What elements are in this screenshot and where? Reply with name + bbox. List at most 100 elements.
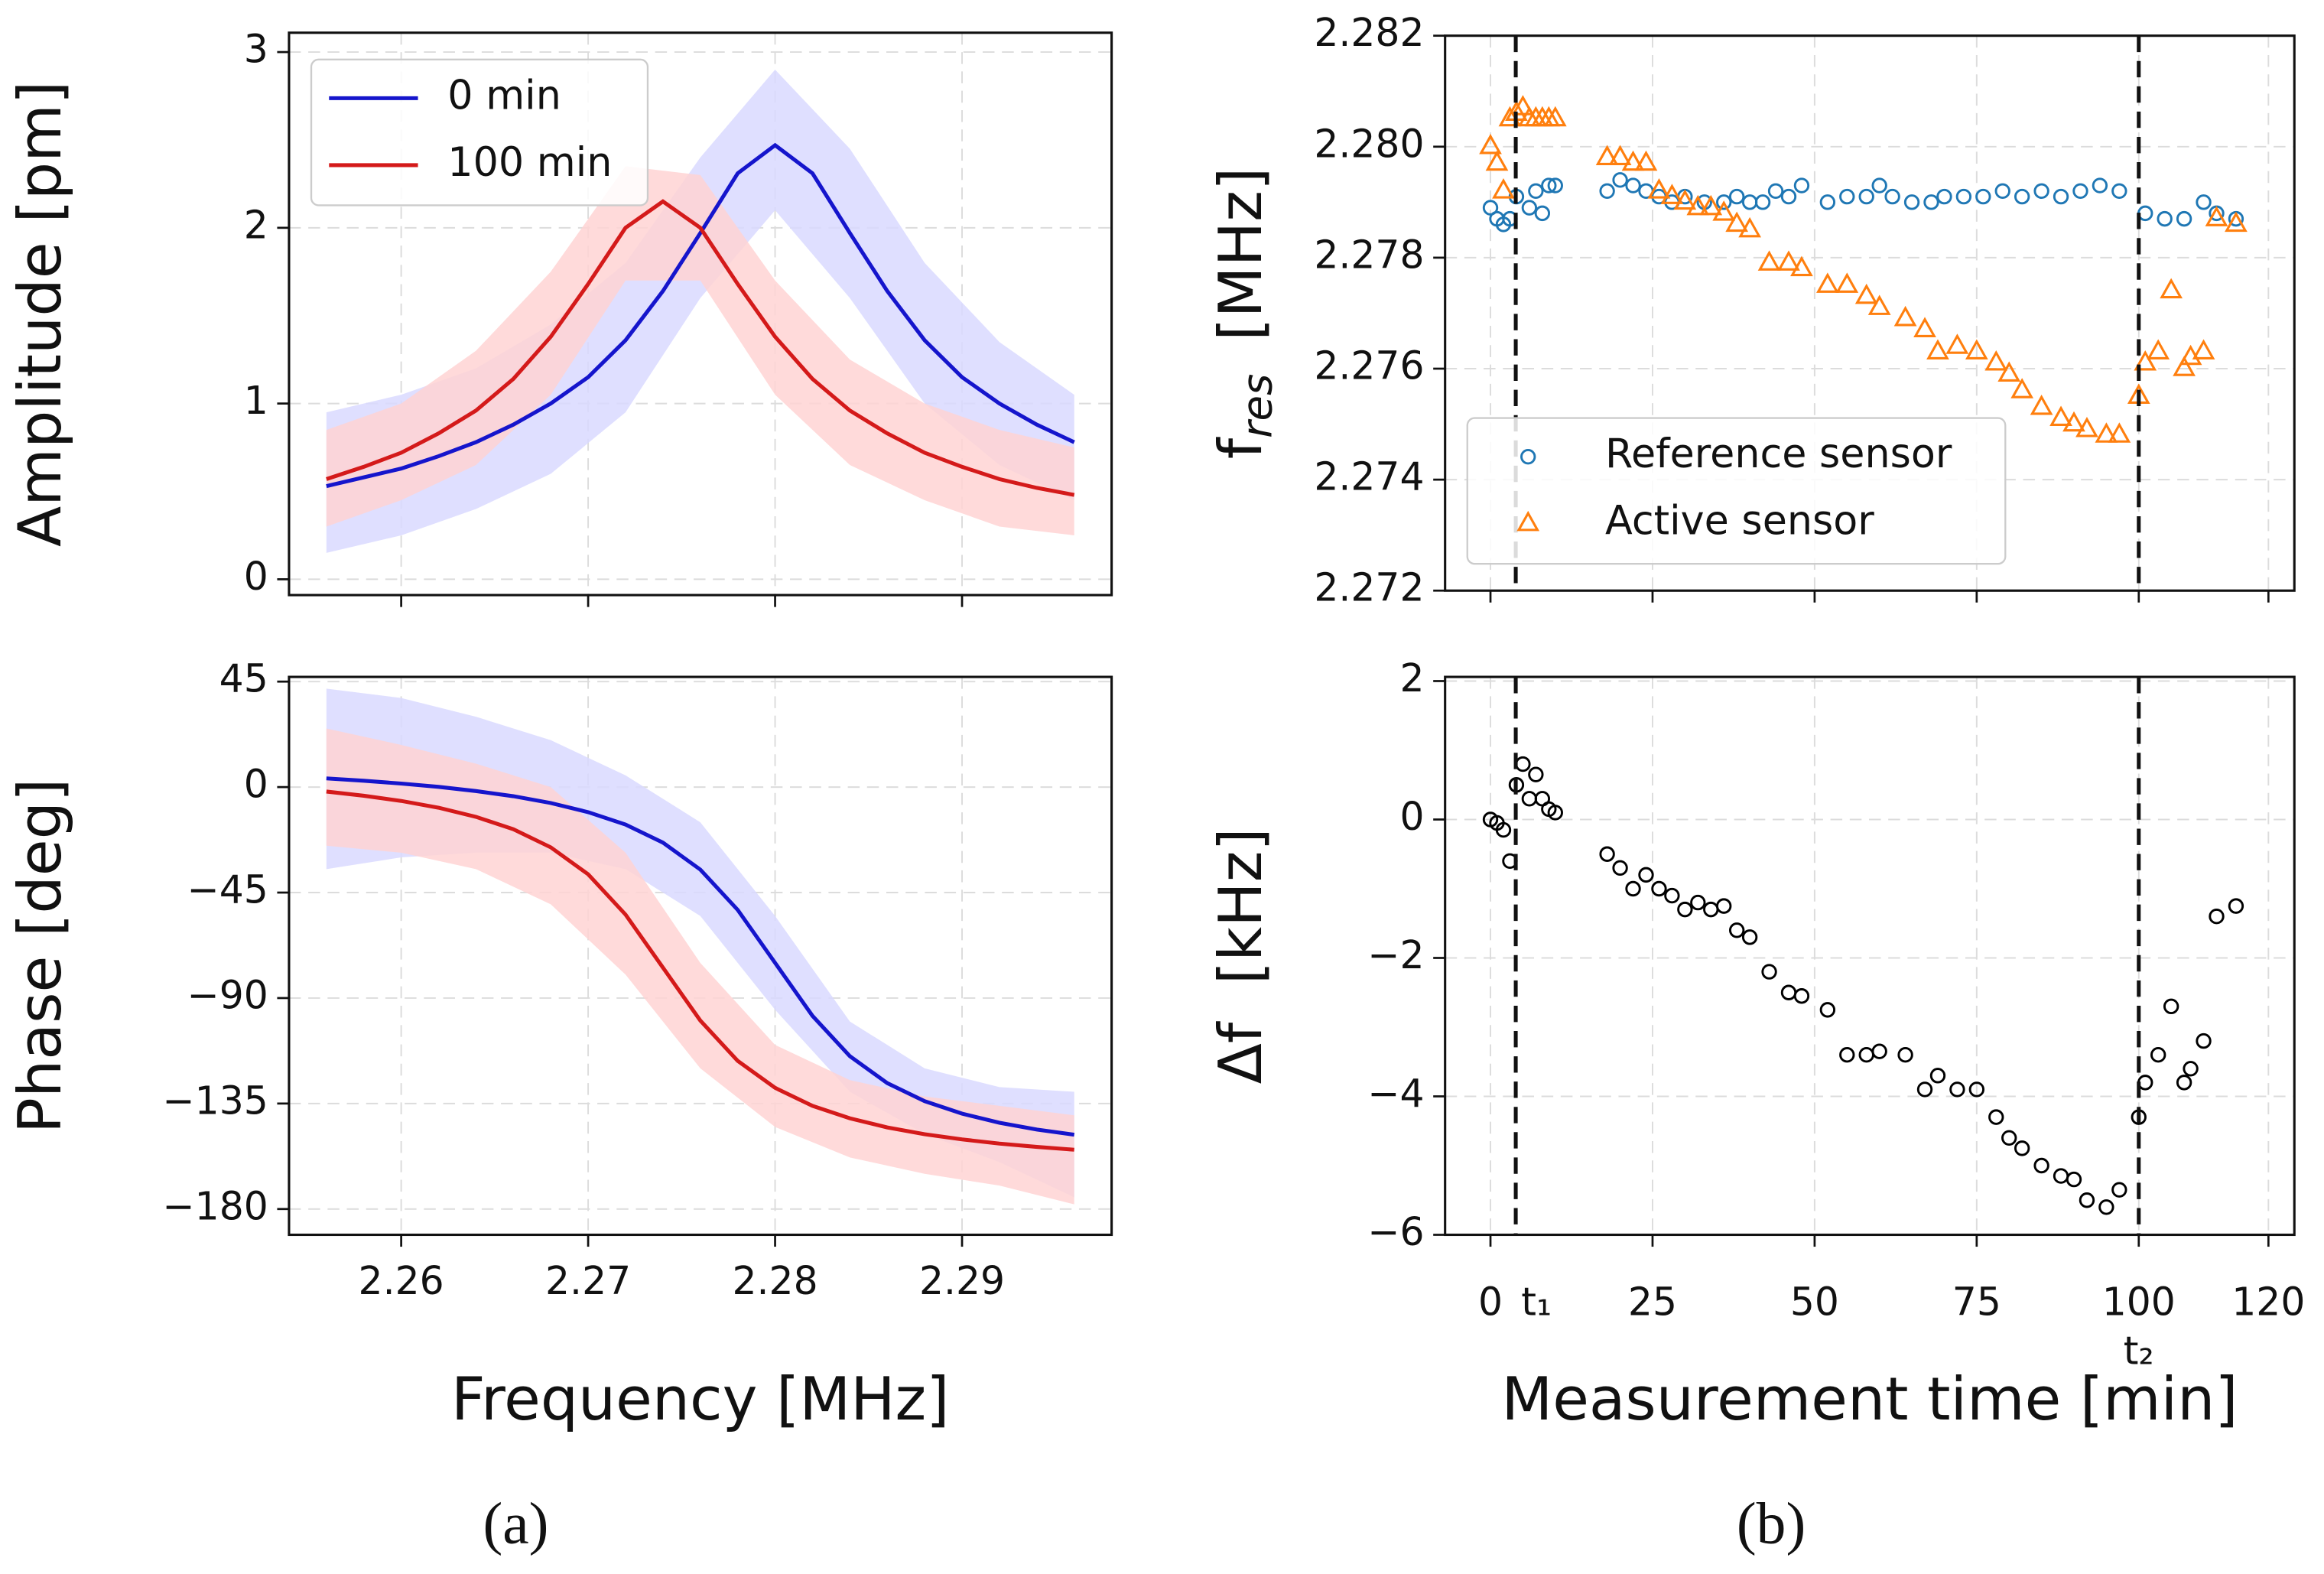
x-tick-label: 0: [1478, 1279, 1503, 1324]
data-point: [1479, 134, 1502, 154]
data-point: [1703, 901, 1719, 918]
data-point: [1903, 194, 1920, 210]
y-axis-label-main: Amplitude [pm]: [7, 81, 76, 547]
data-point: [2160, 278, 2183, 299]
data-point: [1612, 860, 1628, 876]
annotation: t₂: [2124, 1328, 2154, 1374]
y-axis-label-main: f: [1208, 437, 1276, 459]
y-axis-label-unit: [MHz]: [1208, 167, 1276, 341]
legend-label: 100 min: [447, 139, 612, 186]
data-point: [1949, 1081, 1965, 1098]
data-point: [2150, 1046, 2166, 1063]
y-tick-label: 0: [244, 762, 268, 807]
data-point: [1625, 880, 1641, 897]
data-point: [1913, 317, 1936, 337]
data-point: [1599, 183, 1615, 200]
data-point: [1495, 821, 1512, 838]
data-point: [1988, 1109, 2004, 1125]
data-point: [1741, 194, 1758, 210]
data-point: [1543, 106, 1567, 127]
data-point: [1793, 177, 1810, 193]
data-point: [1599, 846, 1615, 862]
data-point: [1871, 1043, 1887, 1059]
data-point: [2147, 339, 2170, 359]
x-tick-label: 75: [1952, 1279, 2001, 1324]
data-point: [1975, 188, 1991, 205]
fit-line: [326, 776, 1075, 1137]
y-tick-label: 2.276: [1314, 343, 1424, 388]
legend-swatch: [1520, 448, 1536, 465]
axes-frame: [288, 675, 1113, 1237]
data-point: [1492, 178, 1515, 199]
data-point: [1608, 145, 1632, 166]
x-tick-label: 100: [2102, 1279, 2176, 1324]
y-tick-label: −4: [1367, 1071, 1424, 1116]
y-tick-label: −45: [187, 867, 268, 912]
data-point: [1541, 177, 1557, 193]
data-point: [2209, 908, 2225, 925]
data-point: [1528, 183, 1544, 200]
fit-line: [326, 142, 1075, 489]
fit-line: [326, 789, 1074, 1152]
data-point: [1677, 901, 1693, 918]
data-point: [2014, 188, 2030, 205]
data-point: [2053, 1168, 2069, 1184]
data-point: [2014, 1140, 2030, 1156]
data-point: [2228, 898, 2244, 914]
y-tick-label: −90: [187, 972, 268, 1017]
data-point: [1521, 200, 1538, 216]
data-point: [1725, 211, 1749, 233]
data-point: [1867, 294, 1891, 315]
data-point: [2072, 183, 2088, 200]
y-axis-label-sub: res: [1234, 374, 1282, 438]
data-point: [1835, 272, 1859, 293]
legend-swatch: [1516, 510, 1540, 532]
data-point: [1638, 867, 1654, 883]
y-tick-label: 2: [1399, 655, 1424, 701]
data-point: [2163, 998, 2179, 1015]
y-tick-label: 2: [244, 202, 268, 247]
data-point: [1926, 339, 1949, 359]
data-point: [2062, 411, 2085, 432]
data-point: [1515, 756, 1531, 772]
axes-frame: [1444, 675, 2296, 1237]
data-point: [1521, 791, 1538, 807]
data-point: [1528, 766, 1544, 782]
data-point: [1716, 194, 1732, 210]
data-point: [1839, 188, 1855, 205]
data-point: [1482, 200, 1499, 216]
data-point: [1621, 150, 1645, 171]
data-point: [2030, 395, 2053, 415]
y-axis-label-main: Phase [deg]: [7, 779, 76, 1133]
data-point: [2010, 378, 2034, 398]
panel-label: (b): [1737, 1490, 1806, 1556]
y-tick-label: 0: [244, 554, 268, 599]
plot-area: [1482, 756, 2244, 1215]
data-point: [1777, 250, 1800, 271]
data-point: [1485, 150, 1509, 171]
data-point: [1923, 194, 1939, 210]
data-point: [1547, 177, 1563, 193]
data-point: [1955, 188, 1972, 205]
data-point: [1699, 194, 1723, 216]
data-point: [2053, 188, 2069, 205]
fit-line: [326, 199, 1075, 497]
data-point: [1790, 255, 1813, 277]
data-point: [1858, 188, 1874, 205]
legend-box: [1466, 417, 2007, 565]
data-point: [1634, 150, 1658, 171]
data-point: [1819, 194, 1836, 210]
data-point: [2176, 210, 2192, 227]
data-point: [1854, 283, 1878, 304]
y-tick-label: 2.272: [1314, 565, 1424, 610]
data-point: [1984, 350, 2008, 371]
legend-label: 0 min: [447, 72, 561, 119]
plot-area: [326, 70, 1075, 553]
data-point: [2033, 1157, 2049, 1174]
marks: [326, 70, 1075, 553]
marks: [1482, 756, 2244, 1215]
x-tick-label: 50: [1790, 1279, 1839, 1324]
data-point: [1728, 922, 1745, 938]
